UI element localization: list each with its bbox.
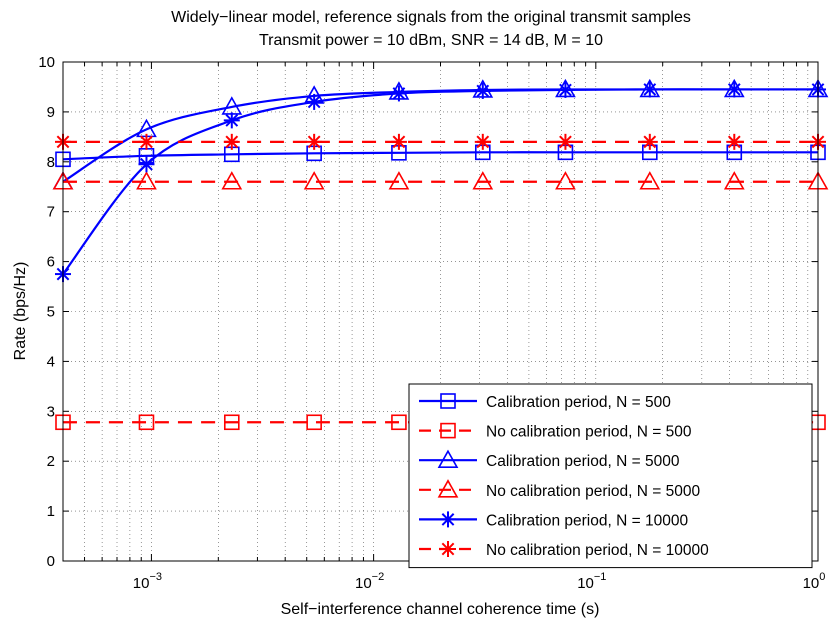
data-point: [555, 171, 576, 190]
series-5: [55, 81, 826, 283]
data-point: [223, 414, 240, 431]
data-point: [303, 171, 325, 190]
legend-entry: Calibration period, N = 5000: [419, 449, 680, 470]
data-point: [474, 82, 491, 99]
y-tick-label: 10: [38, 54, 55, 71]
y-tick-label: 5: [47, 304, 55, 321]
legend-label: No calibration period, N = 10000: [486, 542, 709, 559]
y-tick-label: 8: [47, 154, 55, 171]
series-line: [62, 88, 818, 275]
data-point: [390, 133, 407, 150]
legend-entry: Calibration period, N = 10000: [419, 511, 688, 529]
legend-marker: [437, 479, 459, 498]
data-point: [390, 85, 407, 102]
data-point: [557, 133, 574, 150]
data-point: [641, 133, 658, 150]
data-point: [557, 81, 574, 98]
legend-marker: [440, 541, 456, 557]
legend-label: No calibration period, N = 5000: [486, 483, 700, 500]
legend-label: Calibration period, N = 500: [486, 394, 671, 411]
data-point: [388, 171, 410, 190]
legend-entry: Calibration period, N = 500: [419, 393, 671, 411]
legend-label: Calibration period, N = 10000: [486, 512, 688, 529]
y-tick-label: 9: [47, 104, 55, 121]
legend-entry: No calibration period, N = 500: [419, 422, 692, 441]
legend-box: [408, 383, 813, 569]
data-point: [223, 112, 240, 129]
series-6: [55, 133, 826, 150]
data-point: [472, 171, 494, 190]
y-tick-label: 2: [47, 453, 55, 470]
chart-title: Widely−linear model, reference signals f…: [171, 9, 691, 26]
legend-marker: [440, 393, 456, 409]
data-point: [221, 171, 243, 190]
data-point: [306, 414, 322, 431]
y-axis-label: Rate (bps/Hz): [12, 262, 29, 361]
x-axis-label: Self−interference channel coherence time…: [281, 601, 600, 618]
legend: Calibration period, N = 500 No calibratio…: [408, 383, 813, 569]
data-point: [138, 133, 155, 150]
legend-marker: [440, 511, 456, 528]
series-line: [62, 151, 818, 161]
axis-ticks: 0 1 2 3 4 5 6 7 8 9 10 10−3 10−2 10−1 100: [38, 54, 825, 592]
data-point: [474, 133, 491, 150]
x-tick-label: 10−2: [355, 571, 384, 592]
legend-entry: No calibration period, N = 5000: [419, 479, 700, 500]
legend-label: No calibration period, N = 500: [486, 424, 692, 441]
x-tick-label: 100: [803, 571, 826, 592]
y-tick-label: 1: [47, 503, 55, 520]
data-point: [726, 81, 743, 98]
legend-marker: [437, 449, 459, 469]
x-tick-label: 10−3: [133, 571, 162, 592]
data-point: [639, 171, 661, 190]
data-point: [138, 156, 155, 173]
data-point: [306, 93, 323, 110]
chart-subtitle: Transmit power = 10 dBm, SNR = 14 dB, M …: [259, 32, 603, 49]
y-tick-label: 7: [47, 204, 55, 221]
y-tick-label: 3: [47, 403, 55, 420]
data-point: [726, 133, 743, 150]
data-point: [306, 133, 323, 150]
legend-marker: [440, 422, 456, 439]
data-point: [641, 81, 658, 98]
x-tick-label: 10−1: [577, 571, 606, 592]
y-tick-label: 6: [47, 254, 55, 271]
data-point: [391, 414, 407, 431]
data-point: [138, 414, 155, 431]
data-point: [136, 171, 157, 190]
data-point: [723, 171, 745, 190]
chart-titles: Widely−linear model, reference signals f…: [171, 9, 691, 49]
legend-label: Calibration period, N = 5000: [486, 453, 680, 470]
y-tick-label: 4: [47, 353, 55, 370]
series-4: [52, 171, 829, 190]
data-point: [223, 133, 240, 150]
y-tick-label: 0: [47, 553, 55, 570]
legend-entry: No calibration period, N = 10000: [419, 541, 709, 559]
